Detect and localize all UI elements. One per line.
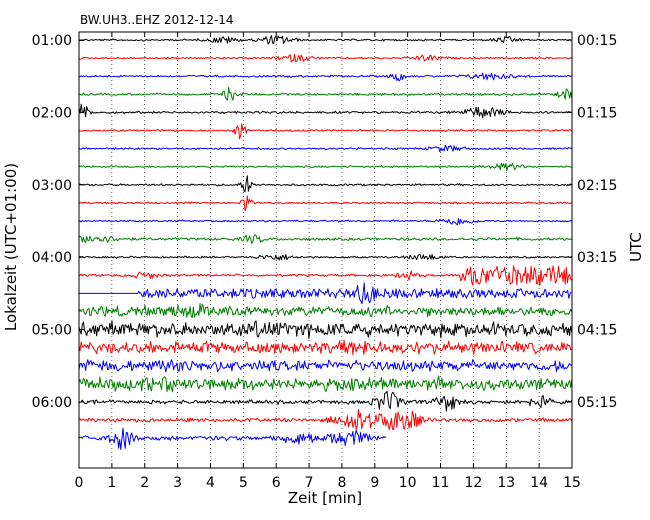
- trace-line: [78, 265, 573, 286]
- x-grid: [111, 32, 540, 468]
- x-axis: 0 1 2 3 4 5 6 7 8 9 10 11 12 13 14 15: [75, 32, 581, 491]
- trace-line: [78, 339, 573, 356]
- right-tick-label: 00:15: [577, 33, 617, 49]
- trace-line: [78, 35, 573, 45]
- plot-frame: [78, 31, 573, 469]
- x-tick-label: 4: [206, 475, 215, 491]
- x-tick-label: 11: [432, 475, 450, 491]
- trace-line: [78, 427, 387, 451]
- left-tick-label: 04:00: [32, 250, 72, 266]
- x-tick-label: 2: [140, 475, 149, 491]
- x-tick-label: 14: [530, 475, 548, 491]
- x-tick-label: 7: [305, 475, 314, 491]
- trace-line: [78, 72, 573, 82]
- left-tick-label: 03:00: [32, 178, 72, 194]
- trace-line: [78, 375, 573, 393]
- trace-line: [78, 162, 572, 172]
- left-axis: 01:00 02:00 03:00 04:00 05:00 06:00: [32, 33, 84, 411]
- right-axis-title: UTC: [627, 232, 645, 262]
- left-tick-label: 05:00: [32, 323, 72, 339]
- left-tick-label: 01:00: [32, 33, 72, 49]
- x-tick-label: 1: [107, 475, 116, 491]
- trace-line: [78, 54, 573, 63]
- trace-line: [78, 253, 573, 261]
- trace-line: [79, 282, 572, 305]
- x-tick-label: 5: [239, 475, 248, 491]
- x-tick-label: 0: [75, 475, 84, 491]
- x-tick-label: 9: [370, 475, 379, 491]
- right-tick-label: 04:15: [577, 323, 617, 339]
- right-tick-label: 02:15: [577, 178, 617, 194]
- trace-line: [78, 303, 573, 319]
- x-tick-label: 8: [337, 475, 346, 491]
- right-tick-label: 01:15: [577, 105, 617, 121]
- left-tick-label: 02:00: [32, 105, 72, 121]
- right-tick-label: 03:15: [577, 250, 617, 266]
- trace-line: [78, 86, 573, 101]
- right-axis: 00:15 01:15 02:15 03:15 04:15 05:15: [567, 33, 617, 411]
- trace-line: [79, 175, 573, 192]
- chart-title: BW.UH3..EHZ 2012-12-14: [80, 13, 234, 27]
- trace-line: [78, 234, 573, 244]
- trace-line: [78, 195, 572, 212]
- x-tick-label: 15: [563, 475, 581, 491]
- right-tick-label: 05:15: [577, 395, 617, 411]
- x-tick-label: 12: [464, 475, 482, 491]
- trace-line: [78, 218, 573, 226]
- x-tick-label: 13: [497, 475, 515, 491]
- left-tick-label: 06:00: [32, 395, 72, 411]
- x-tick-label: 10: [399, 475, 417, 491]
- trace-line: [78, 123, 573, 140]
- left-axis-title: Lokalzeit (UTC+01:00): [2, 163, 20, 331]
- trace-line: [78, 359, 572, 373]
- trace-line: [78, 320, 573, 339]
- x-tick-label: 6: [272, 475, 281, 491]
- trace-line: [78, 103, 572, 119]
- trace-line: [78, 144, 572, 153]
- trace-line: [78, 409, 573, 431]
- x-axis-title: Zeit [min]: [288, 489, 362, 507]
- seismic-traces: [78, 35, 573, 451]
- trace-line: [78, 390, 573, 412]
- x-tick-label: 3: [173, 475, 182, 491]
